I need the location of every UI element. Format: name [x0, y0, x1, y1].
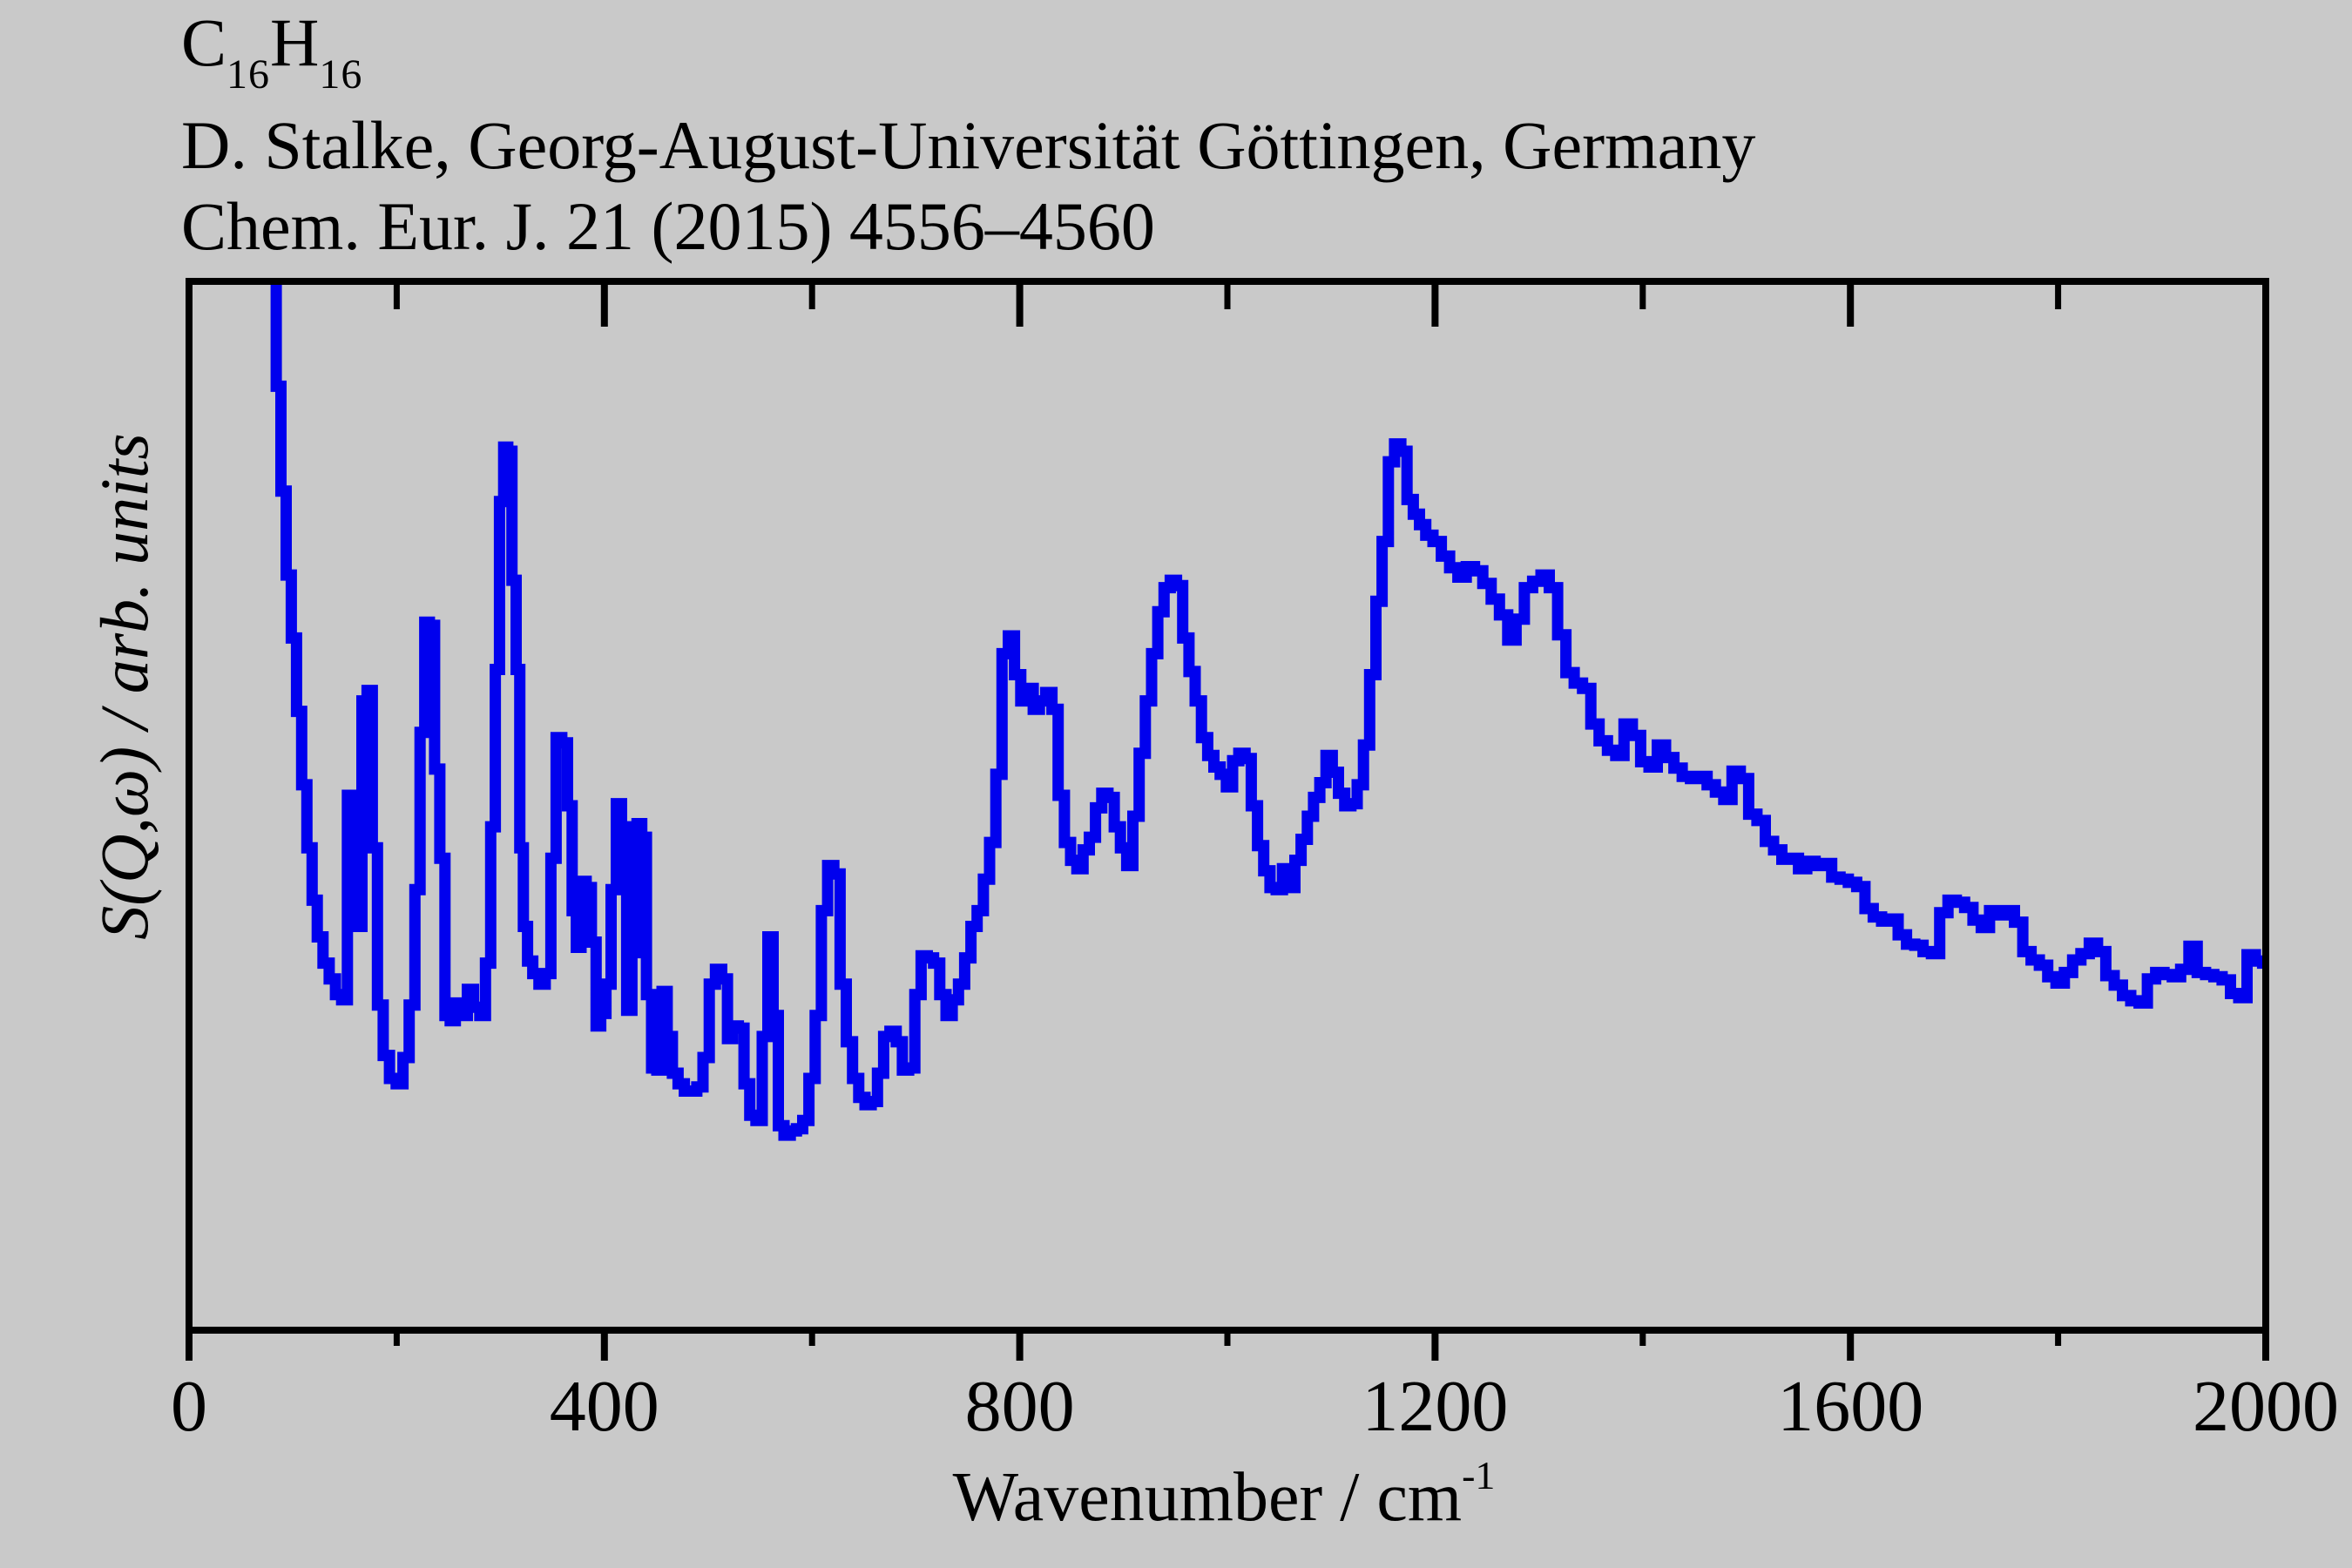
- formula-element-h: H: [270, 4, 320, 80]
- x-tick-label: 800: [964, 1366, 1075, 1447]
- x-axis-label-text: Wavenumber / cm: [952, 1459, 1463, 1536]
- x-tick-label: 1200: [1362, 1366, 1509, 1447]
- x-tick-label: 2000: [2193, 1366, 2339, 1447]
- author-affiliation-line: D. Stalke, Georg-August-Universität Gött…: [181, 107, 1756, 183]
- formula-subscript-c: 16: [226, 51, 271, 98]
- x-tick-label: 0: [171, 1366, 207, 1447]
- figure-title-formula: C16H16: [181, 9, 362, 96]
- plot-frame: [186, 278, 2269, 1334]
- x-axis-label: Wavenumber / cm-1: [953, 1453, 1496, 1533]
- formula-element-c: C: [181, 4, 227, 80]
- citation-line: Chem. Eur. J. 21 (2015) 4556–4560: [181, 188, 1155, 264]
- x-tick-label: 1600: [1777, 1366, 1924, 1447]
- x-tick-label: 400: [549, 1366, 659, 1447]
- x-axis-label-exponent: -1: [1462, 1453, 1496, 1497]
- spectrum-curve: [270, 281, 2266, 1141]
- formula-subscript-h: 16: [319, 51, 363, 98]
